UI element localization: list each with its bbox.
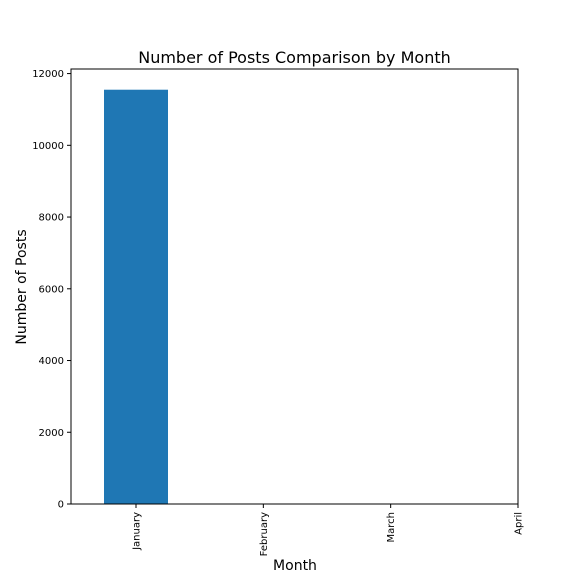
y-tick-label: 10000 <box>32 141 64 152</box>
x-tick-label: April <box>514 512 525 535</box>
bar-january <box>104 89 168 504</box>
y-tick-label: 0 <box>58 500 64 511</box>
y-tick-label: 4000 <box>39 356 64 367</box>
x-tick-label: February <box>259 512 270 556</box>
y-tick-label: 8000 <box>39 213 64 224</box>
y-tick-label: 6000 <box>39 284 64 295</box>
y-axis: 0 2000 4000 6000 8000 10000 12000 <box>32 69 71 511</box>
plot-frame <box>70 68 519 505</box>
y-tick-label: 12000 <box>32 69 64 80</box>
x-tick-label: March <box>386 512 397 542</box>
y-tick-label: 2000 <box>39 428 64 439</box>
chart-title: Number of Posts Comparison by Month <box>138 48 451 67</box>
x-axis-label: Month <box>273 558 317 574</box>
x-axis: January February March April <box>132 504 525 556</box>
x-tick-label: January <box>132 512 143 551</box>
bars <box>104 89 168 504</box>
y-axis-label: Number of Posts <box>14 229 30 344</box>
